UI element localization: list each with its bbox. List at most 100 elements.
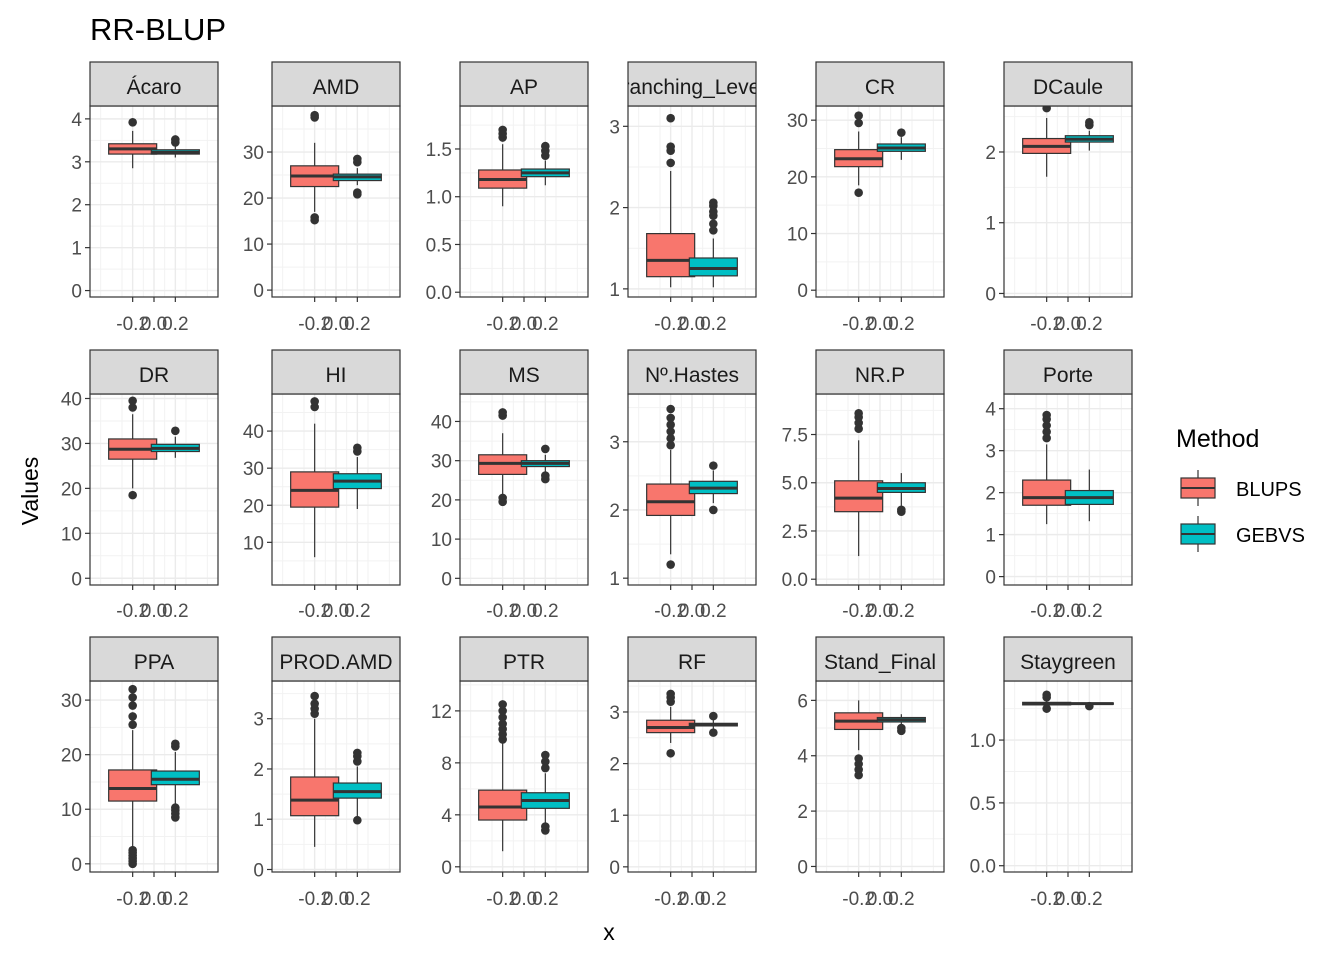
boxplot-blups xyxy=(1022,410,1072,525)
facet-strip xyxy=(815,636,945,682)
y-tick-label: 12 xyxy=(431,702,452,723)
y-tick-label: 3 xyxy=(71,153,82,174)
facet-strip xyxy=(459,61,589,107)
x-tick-label: -0.2 xyxy=(842,889,875,910)
facet-panel: 0 1 2 3 PROD.AMD -0.20.00.2 xyxy=(253,636,401,910)
outlier-point xyxy=(709,226,718,235)
facet-strip-label: RF xyxy=(678,651,706,674)
x-tick-label: -0.2 xyxy=(116,314,149,335)
y-tick-label: 3 xyxy=(609,433,620,454)
y-tick-label: 2 xyxy=(797,802,808,823)
facet-strip-label: AMD xyxy=(313,76,360,99)
outlier-point xyxy=(128,720,137,729)
y-tick-label: 1.5 xyxy=(426,140,452,161)
facet-strip-label: Nº.Hastes xyxy=(645,364,739,387)
x-tick-label: 0.0 xyxy=(511,889,537,910)
outlier-point xyxy=(666,142,675,151)
boxplot-gebvs xyxy=(688,711,738,737)
outlier-point xyxy=(1042,704,1051,713)
outlier-point xyxy=(353,748,362,758)
y-tick-label: 10 xyxy=(243,235,264,256)
x-tick-label: 0.2 xyxy=(162,889,188,910)
outlier-point xyxy=(171,426,180,436)
x-tick-label: 0.2 xyxy=(532,889,558,910)
facet-strip-label: CR xyxy=(865,76,895,99)
chart-title: RR-BLUP xyxy=(90,12,226,47)
boxplot-blups xyxy=(834,111,884,198)
outlier-point xyxy=(171,135,180,144)
boxplot-blups xyxy=(290,691,340,847)
y-tick-label: 0.5 xyxy=(970,794,996,815)
facet-strip-label: Stand_Final xyxy=(824,651,936,674)
facet-strip xyxy=(1003,349,1133,395)
outlier-point xyxy=(541,444,550,454)
y-tick-label: 1 xyxy=(609,569,620,590)
y-tick-label: 2 xyxy=(985,484,996,505)
box-iqr xyxy=(290,776,340,817)
x-tick-label: 0.0 xyxy=(867,314,893,335)
facet-panel: 0 1 2 3 RF -0.20.00.2 xyxy=(609,636,757,910)
boxplot-gebvs xyxy=(876,473,926,516)
facet-strip xyxy=(627,61,757,107)
x-tick-label: 0.0 xyxy=(511,314,537,335)
y-tick-label: 20 xyxy=(243,496,264,517)
y-tick-label: 30 xyxy=(243,459,264,480)
outlier-point xyxy=(1042,421,1051,430)
y-tick-label: 0 xyxy=(253,281,264,302)
y-tick-label: 3 xyxy=(253,710,264,731)
x-tick-label: 0.2 xyxy=(1076,889,1102,910)
boxplot-gebvs xyxy=(150,426,200,458)
outlier-point xyxy=(666,420,675,429)
x-tick-label: 0.2 xyxy=(344,601,370,622)
x-tick-label: -0.2 xyxy=(1030,889,1063,910)
x-tick-label: 0.0 xyxy=(1055,889,1081,910)
y-tick-label: 0 xyxy=(609,858,620,879)
outlier-point xyxy=(666,560,675,569)
facet-strip xyxy=(271,636,401,682)
outlier-point xyxy=(498,493,507,503)
legend-title: Method xyxy=(1176,425,1259,453)
y-tick-label: 0 xyxy=(71,855,82,876)
legend: Method BLUPS GEBVS xyxy=(1176,425,1305,552)
outlier-point xyxy=(897,505,906,515)
y-tick-label: 4 xyxy=(985,400,996,421)
outlier-point xyxy=(128,701,137,710)
y-tick-label: 1 xyxy=(609,806,620,827)
x-tick-label: -0.2 xyxy=(486,889,519,910)
y-tick-label: 0 xyxy=(985,284,996,305)
y-tick-label: 3 xyxy=(609,117,620,138)
boxplot-gebvs xyxy=(520,444,570,484)
outlier-point xyxy=(498,125,507,135)
boxplot-blups xyxy=(646,689,696,758)
outlier-point xyxy=(498,713,507,722)
x-tick-label: 0.0 xyxy=(323,889,349,910)
x-tick-label: 0.2 xyxy=(700,601,726,622)
y-tick-label: 1 xyxy=(609,280,620,301)
outlier-point xyxy=(310,110,319,120)
boxplot-gebvs xyxy=(332,443,382,509)
y-tick-label: 30 xyxy=(787,111,808,132)
facet-strip-label: Ácaro xyxy=(127,76,182,99)
x-tick-label: -0.2 xyxy=(654,601,687,622)
x-tick-label: 0.2 xyxy=(162,314,188,335)
outlier-point xyxy=(541,750,550,760)
outlier-point xyxy=(498,706,507,716)
facet-panel: 1 2 3 Branching_Levels -0.20.00.2 xyxy=(609,61,757,335)
x-tick-label: -0.2 xyxy=(298,889,331,910)
x-tick-label: 0.0 xyxy=(511,601,537,622)
facet-strip-label: PPA xyxy=(134,651,174,674)
box-iqr xyxy=(478,789,528,821)
outlier-point xyxy=(541,763,550,773)
boxplot-blups xyxy=(478,125,528,207)
y-tick-label: 2.5 xyxy=(782,522,808,543)
y-tick-label: 0.0 xyxy=(782,570,808,591)
y-tick-label: 0 xyxy=(253,860,264,881)
facet-panel: 0 10 20 30 AMD -0.20.00.2 xyxy=(243,61,401,335)
x-tick-label: -0.2 xyxy=(486,601,519,622)
outlier-point xyxy=(128,693,137,702)
x-tick-label: 0.0 xyxy=(141,314,167,335)
boxplot-blups xyxy=(834,408,884,557)
x-axis-title: x xyxy=(603,919,615,945)
boxplot-gebvs xyxy=(332,748,382,825)
facet-strip xyxy=(815,61,945,107)
